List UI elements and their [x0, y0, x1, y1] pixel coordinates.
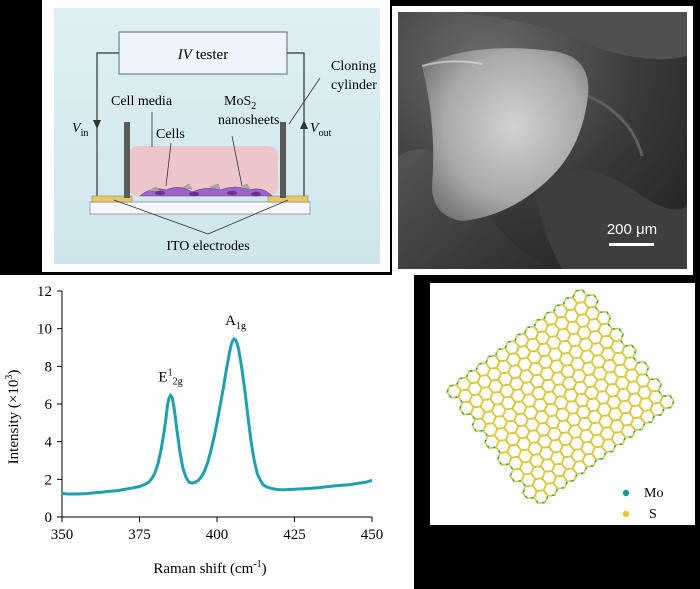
sem-image: 200 μm — [398, 12, 687, 269]
scale-bar — [609, 243, 654, 246]
vout-arrow — [300, 120, 308, 129]
peak-label-e2g: E12g — [158, 367, 182, 387]
lattice-structure — [446, 289, 675, 504]
x-tick-label: 375 — [128, 527, 151, 543]
legend-s-label: S — [649, 507, 657, 522]
x-tick-label: 450 — [361, 527, 384, 543]
legend: Mo S — [622, 486, 663, 522]
cells-label: Cells — [156, 127, 185, 142]
legend-mo-dot — [622, 489, 630, 497]
vin-label: Vin — [72, 121, 88, 139]
y-tick-label: 2 — [45, 472, 53, 488]
iv-tester-label: IV tester — [177, 47, 228, 63]
cylinder-wall-right — [280, 122, 286, 198]
cell-media-label: Cell media — [111, 94, 173, 109]
sem-panel: 200 μm — [392, 6, 693, 275]
mos2-lattice: Mo S — [446, 289, 675, 522]
peak-label-a1g: A1g — [225, 313, 246, 332]
schematic-svg: IV tester Cell media Cell — [54, 8, 380, 264]
y-tick-label: 0 — [45, 510, 53, 526]
cylinder-wall-left — [124, 122, 130, 198]
nanosheets-label: nanosheets — [218, 113, 279, 128]
vout-label: Vout — [310, 121, 332, 139]
ito-electrode-left — [91, 195, 133, 203]
cells-layer — [139, 183, 273, 197]
legend-s-dot — [622, 510, 630, 518]
s-bonds — [446, 289, 675, 504]
ito-label: ITO electrodes — [166, 239, 249, 254]
glass-substrate — [89, 201, 311, 215]
raman-series-line — [61, 337, 373, 496]
cell-media — [128, 146, 278, 196]
y-tick-label: 12 — [37, 284, 52, 300]
vin-arrow — [93, 120, 101, 129]
x-tick-label: 350 — [51, 527, 74, 543]
y-axis-label: Intensity (×103) — [4, 370, 22, 465]
mos2-label: MoS2 — [224, 94, 256, 112]
y-tick-label: 6 — [45, 397, 53, 413]
raman-chart-panel: 0 2 4 6 8 10 12 350 375 400 425 450 E12g A1g Raman … — [0, 275, 414, 589]
x-axis-label: Raman shift (cm-1) — [153, 559, 266, 577]
y-tick-label: 8 — [45, 359, 53, 375]
cloning-label-line2: cylinder — [331, 78, 377, 93]
scale-bar-label: 200 μm — [607, 221, 657, 238]
lattice-panel: Mo S — [430, 283, 695, 525]
x-tick-label: 400 — [206, 527, 229, 543]
y-tick-label: 4 — [45, 435, 53, 451]
iv-tester-box — [118, 31, 288, 75]
schematic-panel: IV tester Cell media Cell — [42, 0, 390, 272]
chart-axes: 0 2 4 6 8 10 12 350 375 400 425 450 — [37, 284, 383, 543]
legend-mo-label: Mo — [644, 486, 663, 501]
x-tick-label: 425 — [283, 527, 306, 543]
ito-electrode-right — [267, 195, 309, 203]
y-tick-label: 10 — [37, 322, 52, 338]
raman-chart: 0 2 4 6 8 10 12 350 375 400 425 450 E12g A1g Raman … — [4, 284, 383, 577]
cloning-label-line1: Cloning — [331, 59, 376, 74]
